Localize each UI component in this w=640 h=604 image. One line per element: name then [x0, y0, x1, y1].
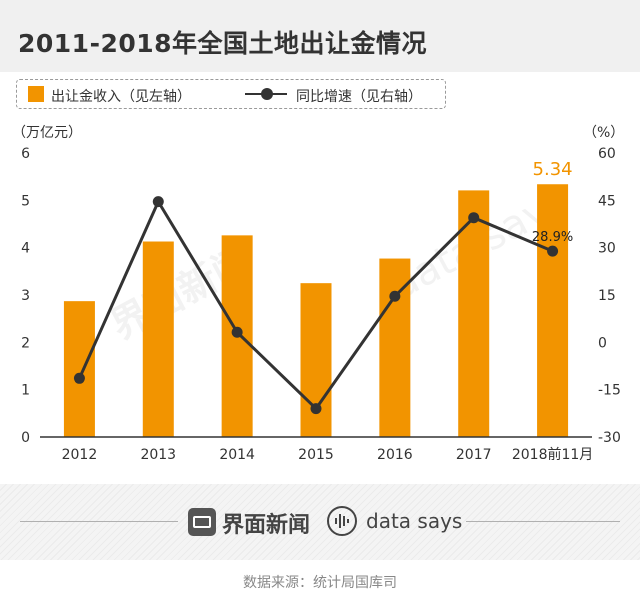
x-axis-tick: 2016: [377, 447, 413, 463]
bar: [537, 184, 569, 437]
footer-rule-right: [466, 521, 620, 522]
legend: 出让金收入（见左轴） 同比增速（见右轴）: [16, 79, 446, 109]
x-axis-tick: 2017: [456, 447, 492, 463]
right-axis-tick: 60: [598, 146, 616, 162]
line-value-label: 28.9%: [532, 230, 573, 245]
bar: [379, 258, 411, 437]
left-axis-tick: 2: [21, 335, 30, 351]
brand-name: 界面新闻: [222, 513, 311, 538]
right-axis-unit: （%）: [583, 125, 625, 141]
data-source: 数据来源：统计局国库司: [243, 575, 397, 591]
legend-line-marker: [261, 88, 273, 100]
footer-rule-left: [20, 521, 178, 522]
title-band: 2011-2018年全国土地出让金情况: [0, 0, 640, 72]
right-axis-tick: 45: [598, 193, 616, 209]
footer-band: [0, 484, 640, 560]
bar: [142, 241, 174, 437]
growth-point: [468, 212, 480, 224]
right-axis-tick: 15: [598, 288, 616, 304]
x-axis-tick: 2013: [140, 447, 176, 463]
brand-name-en: data says: [366, 509, 463, 533]
right-axis-tick: -30: [598, 430, 621, 446]
left-axis-tick: 6: [21, 146, 30, 162]
right-axis-tick: -15: [598, 383, 621, 399]
growth-point: [389, 290, 401, 302]
growth-point: [152, 196, 164, 208]
jiemian-logo-icon: [188, 508, 216, 536]
left-axis-tick: 1: [21, 383, 30, 399]
x-axis-tick: 2014: [219, 447, 255, 463]
right-axis-tick: 30: [598, 241, 616, 257]
left-axis-unit: （万亿元）: [12, 125, 82, 141]
x-axis-tick: 2012: [62, 447, 98, 463]
left-axis-tick: 0: [21, 430, 30, 446]
legend-bar-label: 出让金收入（见左轴）: [51, 89, 191, 105]
left-axis-tick: 4: [21, 241, 30, 257]
growth-point: [73, 372, 85, 384]
legend-line-label: 同比增速（见右轴）: [296, 89, 422, 105]
chart-title: 2011-2018年全国土地出让金情况: [18, 29, 428, 58]
growth-point: [547, 245, 559, 257]
legend-bar-swatch: [28, 86, 44, 102]
left-axis-tick: 5: [21, 193, 30, 209]
bar-value-label: 5.34: [533, 159, 573, 180]
growth-point: [310, 403, 322, 415]
x-axis-tick: 2015: [298, 447, 334, 463]
right-axis-tick: 0: [598, 335, 607, 351]
datasays-logo-icon: [327, 506, 357, 536]
left-axis-tick: 3: [21, 288, 30, 304]
bar: [458, 190, 490, 437]
x-axis-tick: 2018前11月: [512, 446, 593, 463]
growth-point: [231, 326, 243, 338]
bar: [63, 301, 95, 437]
